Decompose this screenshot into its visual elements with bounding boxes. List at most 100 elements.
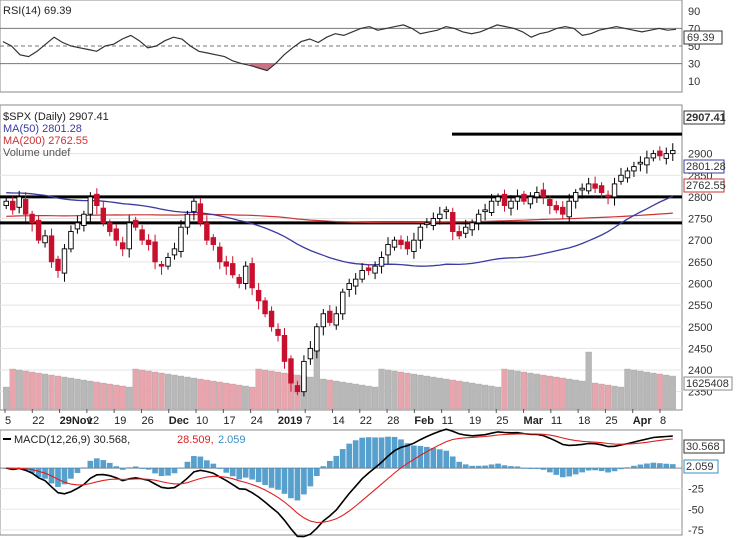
candle-body (514, 196, 521, 202)
macd-hist-bar (572, 468, 579, 475)
candle-body (29, 213, 35, 224)
volume-bar (139, 369, 146, 410)
candle-body (9, 200, 16, 211)
candle-body (139, 229, 145, 241)
macd-hist-bar (605, 468, 611, 473)
macd-hist-bar (333, 455, 340, 469)
ma200-last-value: 2762.55 (686, 180, 726, 192)
volume-bar (611, 385, 618, 410)
candle-body (3, 200, 9, 207)
macd-hist-bar (482, 465, 488, 469)
volume-bar (9, 368, 16, 410)
macd-hist-bar (100, 460, 107, 469)
candle-body (204, 222, 210, 241)
macd-line (6, 428, 673, 538)
candle-body (501, 193, 508, 207)
macd-hist-bar (339, 449, 346, 469)
macd-hist-bar (223, 468, 230, 473)
x-label: 7 (305, 415, 311, 427)
macd-hist-bar (242, 468, 249, 478)
macd-legend-main: MACD(12,26,9) 30.568, (14, 434, 130, 446)
volume-bar (307, 376, 314, 410)
volume-bar (268, 370, 275, 410)
macd-hist-bar (611, 468, 618, 472)
x-label: Apr (633, 415, 653, 427)
volume-bar (16, 369, 23, 410)
macd-panel: 0-25-50-75 MACD(12,26,9) 30.568, 28.509,… (0, 428, 725, 538)
volume-last-label: 1625408 (683, 376, 733, 391)
candle-body (450, 212, 456, 232)
macd-hist-bar (145, 468, 152, 470)
macd-hist-bar (216, 468, 223, 469)
volume-bar (430, 376, 437, 410)
volume-bar (378, 368, 385, 410)
macd-hist-bar (411, 445, 417, 469)
volume-bar (177, 375, 185, 410)
volume-bar (87, 380, 94, 410)
price-panel: 2900285028002750270026502600255025002450… (0, 104, 733, 427)
rsi-title: RSI(14) 69.39 (3, 5, 71, 17)
rsi-tick-30: 30 (688, 59, 700, 71)
volume-bar (650, 372, 657, 410)
volume-bar (579, 380, 586, 410)
macd-hist-bar (197, 456, 204, 469)
volume-bar (423, 375, 430, 410)
macd-hist-bar (508, 466, 514, 469)
volume-bar (100, 382, 107, 410)
volume-bar (35, 372, 42, 410)
macd-hist-bar (404, 443, 411, 469)
candle-body (547, 199, 553, 207)
macd-hist-bar (579, 468, 586, 473)
candle-body (527, 196, 534, 205)
candle-body (553, 205, 559, 211)
volume-bar (469, 382, 476, 410)
macd-hist-bar (475, 465, 482, 469)
macd-hist-bar (398, 439, 404, 469)
candle-body (475, 213, 482, 224)
candle-body (294, 385, 301, 393)
x-label: 25 (605, 415, 617, 427)
hist-last-value: 2.059 (686, 461, 714, 473)
rsi-last-value: 69.39 (687, 32, 715, 44)
candle-body (320, 313, 327, 328)
volume-bar (397, 371, 405, 410)
candle-body (132, 219, 139, 228)
volume-bar (171, 374, 178, 410)
candle-body (495, 196, 501, 202)
candle-body (644, 157, 650, 166)
macd-hist-bar (585, 468, 592, 471)
ma50-last-label: 2801.28 (683, 159, 726, 174)
candle-body (288, 358, 294, 384)
candle-body (126, 222, 132, 250)
volume-bar (223, 382, 230, 410)
x-label: 11 (442, 415, 453, 427)
rsi-tick-90: 90 (688, 6, 700, 18)
macd-hist-bar (365, 437, 372, 469)
macd-hist-bar (178, 467, 184, 469)
candle-body (184, 213, 191, 228)
macd-hist-bar (359, 437, 365, 469)
volume-bar (436, 377, 443, 410)
price-legend: $SPX (Daily) 2907.41 MA(50) 2801.28 MA(2… (3, 111, 109, 159)
macd-hist-bar (74, 468, 81, 473)
volume-bar (236, 384, 243, 410)
volume-bar (598, 383, 605, 410)
macd-hist-bar (301, 468, 307, 495)
volume-bar (158, 372, 165, 410)
macd-y-axis: 0-25-50-75 (688, 463, 704, 537)
volume-legend: Volume undef (3, 147, 71, 159)
x-label: 26 (141, 415, 153, 427)
ma50-last-value: 2801.28 (686, 161, 726, 173)
x-label: Dec (169, 415, 189, 427)
volume-bar (151, 371, 159, 410)
volume-bar (566, 378, 573, 410)
volume-bar (384, 369, 392, 410)
x-label: 5 (5, 415, 11, 427)
candle-body (352, 278, 359, 287)
macd-hist-bar (106, 462, 113, 469)
macd-hist-bar (534, 468, 540, 469)
volume-bar (249, 386, 256, 410)
volume-bars (3, 348, 676, 410)
